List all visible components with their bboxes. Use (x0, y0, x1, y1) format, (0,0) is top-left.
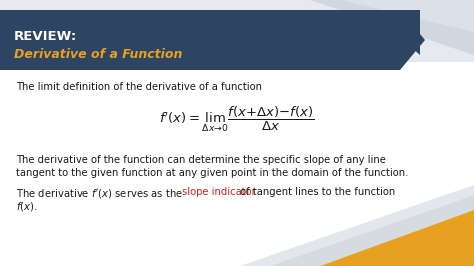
Polygon shape (270, 195, 474, 266)
Text: The derivative of the function can determine the specific slope of any line: The derivative of the function can deter… (16, 155, 386, 165)
Text: tangent to the given function at any given point in the domain of the function.: tangent to the given function at any giv… (16, 168, 409, 178)
Text: of tangent lines to the function: of tangent lines to the function (237, 187, 395, 197)
Polygon shape (240, 185, 474, 266)
Text: The limit definition of the derivative of a function: The limit definition of the derivative o… (16, 82, 262, 92)
Text: Derivative of a Function: Derivative of a Function (14, 48, 182, 61)
Polygon shape (310, 0, 474, 55)
Polygon shape (0, 0, 474, 62)
Text: REVIEW:: REVIEW: (14, 30, 77, 43)
Polygon shape (340, 0, 474, 32)
Text: $f'(x) = \lim_{\Delta x \to 0} \dfrac{f(x + \Delta x) - f(x)}{\Delta x}$: $f'(x) = \lim_{\Delta x \to 0} \dfrac{f(… (159, 105, 315, 134)
Polygon shape (0, 10, 425, 70)
Text: slope indicator: slope indicator (182, 187, 256, 197)
Polygon shape (320, 210, 474, 266)
Polygon shape (370, 10, 420, 55)
Text: The derivative $f'(x)$ serves as the: The derivative $f'(x)$ serves as the (16, 187, 183, 200)
Text: $f(x)$.: $f(x)$. (16, 200, 37, 213)
